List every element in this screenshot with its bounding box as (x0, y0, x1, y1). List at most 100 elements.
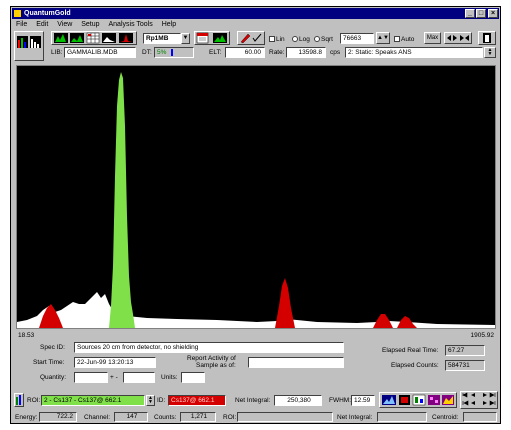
roi-label: ROI: (27, 397, 41, 404)
menu-view[interactable]: View (57, 21, 73, 28)
last-roi-icon[interactable] (489, 392, 496, 398)
window-title: QuantumGold (24, 10, 71, 17)
first-channel-icon[interactable] (462, 400, 469, 406)
scale-sqrt-option[interactable]: Sqrt (314, 35, 333, 44)
units-field[interactable] (181, 372, 205, 383)
auto-scale-option[interactable]: Auto (394, 35, 414, 44)
scale-spin-button[interactable]: ▲▼ (376, 32, 390, 44)
roi-navigation (460, 391, 498, 409)
start-time-field[interactable]: 22-Jun-99 13:20:13 (74, 357, 156, 368)
vertical-scale-input[interactable]: 76663 (340, 33, 374, 44)
status-scroll-button[interactable]: ▲ ▼ (484, 47, 496, 58)
door-icon (483, 33, 491, 43)
spectrum-view-button[interactable] (14, 31, 44, 61)
contract-icon[interactable] (460, 35, 469, 41)
counts-field: 1,271 (180, 412, 216, 422)
roi-scroll-button[interactable]: ▲ ▼ (146, 395, 155, 406)
max-button[interactable]: Max (424, 32, 441, 44)
spec-id-field[interactable]: Sources 20 cm from detector, no shieldin… (74, 342, 344, 353)
scale-lin-option[interactable]: Lin (269, 35, 285, 44)
last-channel-icon[interactable] (489, 400, 496, 406)
nuclide-chart-icon[interactable] (428, 395, 440, 405)
lin-checkbox[interactable] (269, 36, 275, 43)
zoom-icon (102, 33, 116, 43)
report-icon[interactable] (399, 395, 410, 405)
pencil-icon[interactable] (240, 33, 251, 44)
library-field[interactable]: GAMMALIB.MDB (64, 47, 136, 58)
spec-id-label: Spec ID: (40, 344, 65, 351)
dead-time-bar (171, 48, 174, 56)
acquire-icon (54, 33, 68, 43)
nuclide-id-field[interactable]: Cs137@ 662.1 (168, 395, 226, 406)
spectrum-continuum (17, 292, 495, 328)
menu-setup[interactable]: Setup (81, 21, 100, 28)
sqrt-radio[interactable] (314, 36, 320, 43)
roi-net-integral-label: Net Integral: (235, 397, 271, 404)
axis-right-label: 1905.92 (470, 332, 495, 339)
roi-peak-left (39, 304, 63, 328)
compare-icon[interactable] (412, 394, 426, 406)
status-net-integral-label: Net Integral: (337, 414, 373, 421)
exit-button[interactable] (478, 31, 496, 45)
menu-analysis-tools[interactable]: Analysis Tools (108, 21, 153, 28)
uncertainty-field[interactable] (123, 372, 155, 383)
maximize-button[interactable]: □ (476, 9, 486, 18)
lib-label: LIB: (51, 49, 63, 56)
minimize-button[interactable]: _ (465, 9, 475, 18)
report-date-field[interactable] (248, 357, 344, 368)
grid-icon (86, 32, 100, 44)
id-label: ID: (157, 397, 166, 404)
energy-field: 722.2 (39, 412, 77, 422)
library-icon[interactable] (442, 395, 454, 405)
next-channel-icon[interactable] (483, 401, 487, 405)
counts-label: Counts: (154, 414, 177, 421)
menu-file[interactable]: File (16, 21, 28, 28)
menu-bar: File Edit View Setup Analysis Tools Help (12, 20, 499, 30)
roi-select[interactable]: 2 - Cs137 - Cs137@ 662.1 (41, 395, 145, 406)
first-roi-icon[interactable] (462, 392, 468, 398)
roi-peak-right-1 (373, 314, 393, 328)
detector-select[interactable]: Rp1MB (143, 33, 181, 44)
rate-unit: cps (330, 49, 341, 56)
units-label: Units: (161, 374, 178, 381)
spectrum-display[interactable] (16, 65, 496, 329)
quantity-label: Quantity: (40, 374, 67, 381)
spectrum-thumbnail-icon (17, 36, 41, 48)
calendar-icon[interactable] (196, 32, 209, 44)
status-roi-field (237, 412, 333, 422)
chevron-down-icon: ▼ (182, 35, 189, 41)
quantity-field[interactable] (74, 372, 108, 383)
next-roi-icon[interactable] (483, 393, 487, 397)
peak-fit-icon[interactable] (382, 395, 396, 405)
spectrum-small-icon[interactable] (213, 33, 227, 43)
auto-checkbox[interactable] (394, 36, 400, 43)
energy-label: Energy: (15, 414, 38, 421)
elt-field: 60.00 (225, 47, 265, 58)
detector-dropdown-button[interactable]: ▼ (181, 33, 190, 44)
log-radio[interactable] (292, 36, 298, 43)
view-tools-group (51, 31, 137, 45)
expand-icon[interactable] (447, 35, 457, 41)
report-activity-label: Report Activity of Sample as of: (187, 355, 236, 369)
edit-tools (237, 31, 265, 45)
roi-peak-right-2 (397, 316, 417, 328)
spin-arrows-icon: ▲▼ (377, 35, 389, 41)
axis-left-label: 18.53 (18, 332, 35, 339)
close-button[interactable]: × (488, 9, 498, 18)
check-pen-icon[interactable] (252, 33, 262, 42)
status-message-field: 2: Static: Speaks ANS (345, 47, 483, 58)
centroid-label: Centroid: (432, 414, 459, 421)
roi-peak-cs137 (109, 72, 135, 328)
elapsed-real-label: Elapsed Real Time: (382, 347, 439, 354)
analysis-tools-group (379, 392, 457, 408)
roi-view-button[interactable] (14, 393, 24, 407)
prev-channel-icon[interactable] (471, 401, 475, 405)
roi-bars-icon (16, 395, 21, 405)
prev-roi-icon[interactable] (471, 393, 475, 397)
peak-icon (119, 33, 133, 43)
scale-log-option[interactable]: Log (292, 35, 310, 44)
menu-edit[interactable]: Edit (36, 21, 49, 28)
title-bar: QuantumGold _ □ × (12, 8, 499, 19)
menu-help[interactable]: Help (161, 21, 177, 28)
elapsed-real-field: 67.27 (445, 345, 485, 356)
